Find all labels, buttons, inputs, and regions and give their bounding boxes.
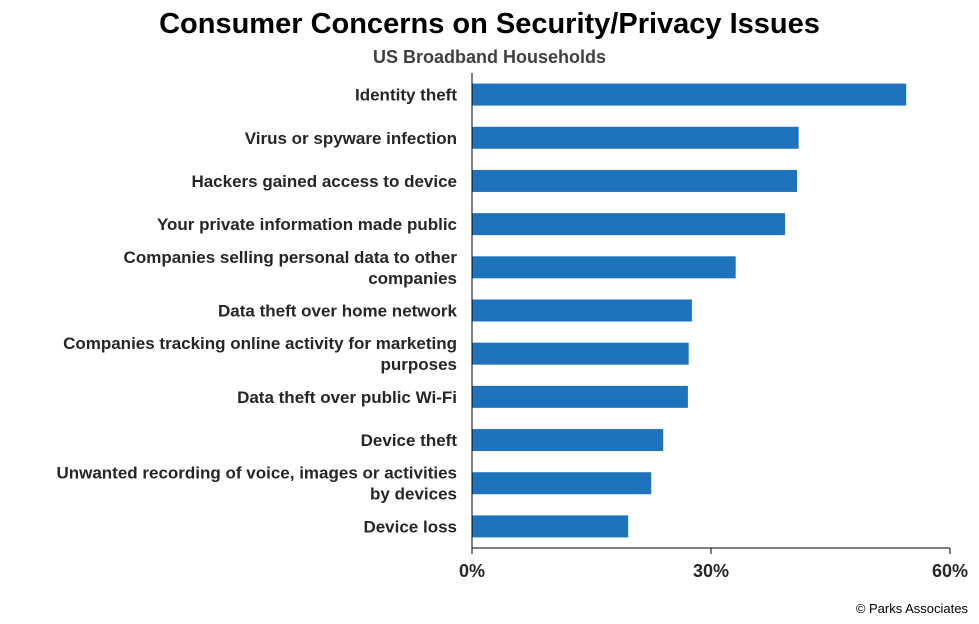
category-label: Hackers gained access to device xyxy=(191,172,457,191)
category-label: Device theft xyxy=(361,431,458,450)
category-label: Virus or spyware infection xyxy=(245,129,457,148)
category-label: Identity theft xyxy=(355,86,457,105)
x-tick-label: 60% xyxy=(932,561,968,581)
bar xyxy=(472,472,652,495)
bar xyxy=(472,256,736,279)
bar xyxy=(472,515,629,538)
bar xyxy=(472,213,786,236)
category-label: Data theft over public Wi-Fi xyxy=(237,388,457,407)
bar xyxy=(472,342,689,365)
category-label: Your private information made public xyxy=(157,215,457,234)
bar xyxy=(472,126,799,149)
category-label: Companies tracking online activity for m… xyxy=(63,334,457,374)
bar xyxy=(472,429,664,452)
source-credit: © Parks Associates xyxy=(855,601,968,616)
category-label: Companies selling personal data to other… xyxy=(124,248,458,288)
category-label: Device loss xyxy=(363,517,457,536)
chart-subtitle: US Broadband Households xyxy=(372,47,606,67)
x-tick-label: 30% xyxy=(693,561,729,581)
bar xyxy=(472,169,798,192)
bar xyxy=(472,299,692,322)
chart-title: Consumer Concerns on Security/Privacy Is… xyxy=(159,8,820,40)
category-label: Data theft over home network xyxy=(218,302,458,321)
x-tick-label: 0% xyxy=(459,561,485,581)
bar xyxy=(472,83,907,106)
bar xyxy=(472,385,688,408)
category-label: Unwanted recording of voice, images or a… xyxy=(56,464,457,504)
